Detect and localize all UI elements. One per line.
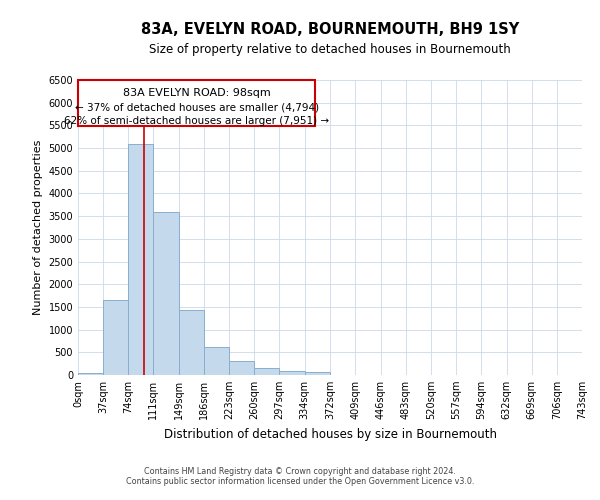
Text: Size of property relative to detached houses in Bournemouth: Size of property relative to detached ho… bbox=[149, 42, 511, 56]
Bar bbox=[229, 362, 254, 375]
Bar bbox=[204, 348, 229, 375]
Bar bbox=[254, 368, 280, 375]
Text: Contains HM Land Registry data © Crown copyright and database right 2024.: Contains HM Land Registry data © Crown c… bbox=[144, 467, 456, 476]
Bar bbox=[280, 371, 305, 375]
Bar bbox=[78, 80, 316, 126]
X-axis label: Distribution of detached houses by size in Bournemouth: Distribution of detached houses by size … bbox=[163, 428, 497, 440]
Text: 62% of semi-detached houses are larger (7,951) →: 62% of semi-detached houses are larger (… bbox=[64, 116, 329, 126]
Bar bbox=[103, 300, 128, 375]
Bar bbox=[305, 372, 331, 375]
Text: Contains public sector information licensed under the Open Government Licence v3: Contains public sector information licen… bbox=[126, 477, 474, 486]
Y-axis label: Number of detached properties: Number of detached properties bbox=[33, 140, 43, 315]
Text: 83A, EVELYN ROAD, BOURNEMOUTH, BH9 1SY: 83A, EVELYN ROAD, BOURNEMOUTH, BH9 1SY bbox=[141, 22, 519, 38]
Text: 83A EVELYN ROAD: 98sqm: 83A EVELYN ROAD: 98sqm bbox=[123, 88, 271, 99]
Bar bbox=[78, 372, 103, 375]
Bar bbox=[153, 212, 179, 375]
Text: ← 37% of detached houses are smaller (4,794): ← 37% of detached houses are smaller (4,… bbox=[74, 102, 319, 112]
Bar bbox=[128, 144, 153, 375]
Bar bbox=[179, 310, 204, 375]
